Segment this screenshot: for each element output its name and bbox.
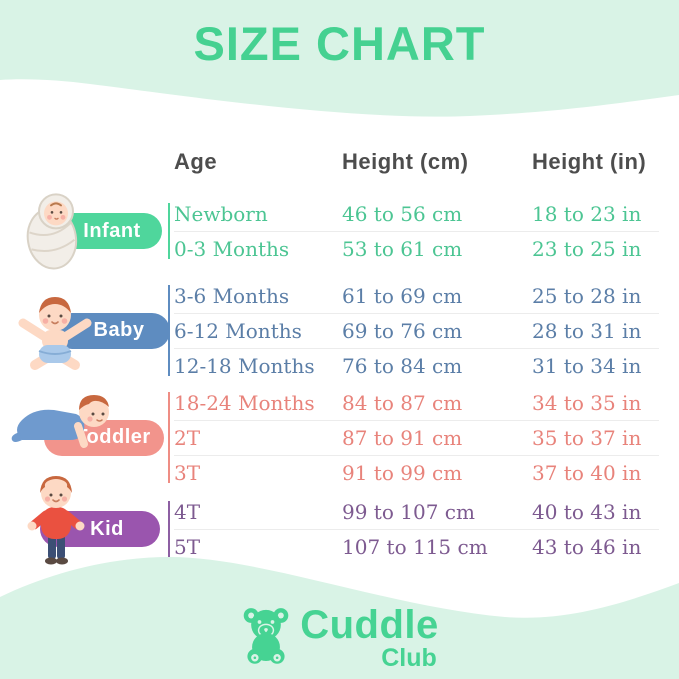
standing-kid-illustration <box>27 476 85 565</box>
table-row: 0-3 Months 53 to 61 cm 23 to 25 in <box>12 231 665 266</box>
height-cm-cell: 84 to 87 cm <box>342 390 463 415</box>
header-height-in: Height (in) <box>532 149 647 174</box>
group-infant: Infant Newborn 46 to 56 cm 18 to 2 <box>12 193 665 270</box>
sitting-baby-illustration <box>18 296 92 370</box>
height-in-cell: 43 to 46 in <box>532 534 642 559</box>
page-title: SIZE CHART <box>193 17 486 70</box>
height-in-cell: 37 to 40 in <box>532 460 642 485</box>
height-in-cell: 31 to 34 in <box>532 353 642 378</box>
height-in-cell: 28 to 31 in <box>532 318 642 343</box>
age-cell: 6-12 Months <box>174 318 302 343</box>
age-cell: 5T <box>174 534 201 559</box>
group-baby: Baby 3-6 Months 61 to 69 cm 25 <box>12 278 665 383</box>
header-height-cm: Height (cm) <box>342 149 469 174</box>
table-row: 6-12 Months 69 to 76 cm 28 to 31 in <box>12 313 665 348</box>
age-cell: 3T <box>174 460 201 485</box>
age-cell: 3-6 Months <box>174 283 290 308</box>
height-cm-cell: 91 to 99 cm <box>342 460 463 485</box>
height-in-cell: 35 to 37 in <box>532 425 642 450</box>
height-cm-cell: 76 to 84 cm <box>342 353 463 378</box>
height-cm-cell: 107 to 115 cm <box>342 534 488 559</box>
size-table: Age Height (cm) Height (in) Infant <box>11 142 665 565</box>
crawling-toddler-illustration <box>11 394 109 448</box>
table-header-row: Age Height (cm) Height (in) <box>12 142 665 182</box>
table-row: 3-6 Months 61 to 69 cm 25 to 28 in <box>12 278 665 313</box>
brand-footer: Cuddle Club <box>0 604 679 671</box>
swaddled-baby-illustration <box>26 193 78 270</box>
header-age: Age <box>174 149 218 174</box>
group-toddler: Toddler 18-24 Months 84 to 87 cm 34 to 3… <box>11 385 665 490</box>
height-cm-cell: 87 to 91 cm <box>342 425 463 450</box>
age-cell: Newborn <box>174 201 268 226</box>
table-row: 3T 91 to 99 cm 37 to 40 in <box>12 455 665 490</box>
age-cell: 4T <box>174 499 201 524</box>
teddy-bear-icon <box>243 608 289 664</box>
brand-name-line2: Club <box>381 644 437 672</box>
age-cell: 12-18 Months <box>174 353 315 378</box>
table-row: 18-24 Months 84 to 87 cm 34 to 35 in <box>12 385 665 420</box>
table-row: 5T 107 to 115 cm 43 to 46 in <box>12 529 665 564</box>
height-cm-cell: 46 to 56 cm <box>342 201 463 226</box>
height-in-cell: 18 to 23 in <box>532 201 642 226</box>
height-cm-cell: 53 to 61 cm <box>342 236 463 261</box>
height-in-cell: 40 to 43 in <box>532 499 642 524</box>
age-cell: 18-24 Months <box>174 390 315 415</box>
table-row: 2T 87 to 91 cm 35 to 37 in <box>12 420 665 455</box>
brand-name: Cuddle <box>300 603 439 647</box>
height-in-cell: 34 to 35 in <box>532 390 642 415</box>
group-kid: Kid 4T 99 to 107 cm 40 <box>12 476 665 565</box>
height-cm-cell: 69 to 76 cm <box>342 318 463 343</box>
table-row: Newborn 46 to 56 cm 18 to 23 in <box>12 196 665 231</box>
age-cell: 0-3 Months <box>174 236 290 261</box>
height-in-cell: 25 to 28 in <box>532 283 642 308</box>
age-cell: 2T <box>174 425 201 450</box>
height-cm-cell: 61 to 69 cm <box>342 283 463 308</box>
table-row: 12-18 Months 76 to 84 cm 31 to 34 in <box>12 348 665 383</box>
table-row: 4T 99 to 107 cm 40 to 43 in <box>12 494 665 529</box>
height-cm-cell: 99 to 107 cm <box>342 499 475 524</box>
height-in-cell: 23 to 25 in <box>532 236 642 261</box>
